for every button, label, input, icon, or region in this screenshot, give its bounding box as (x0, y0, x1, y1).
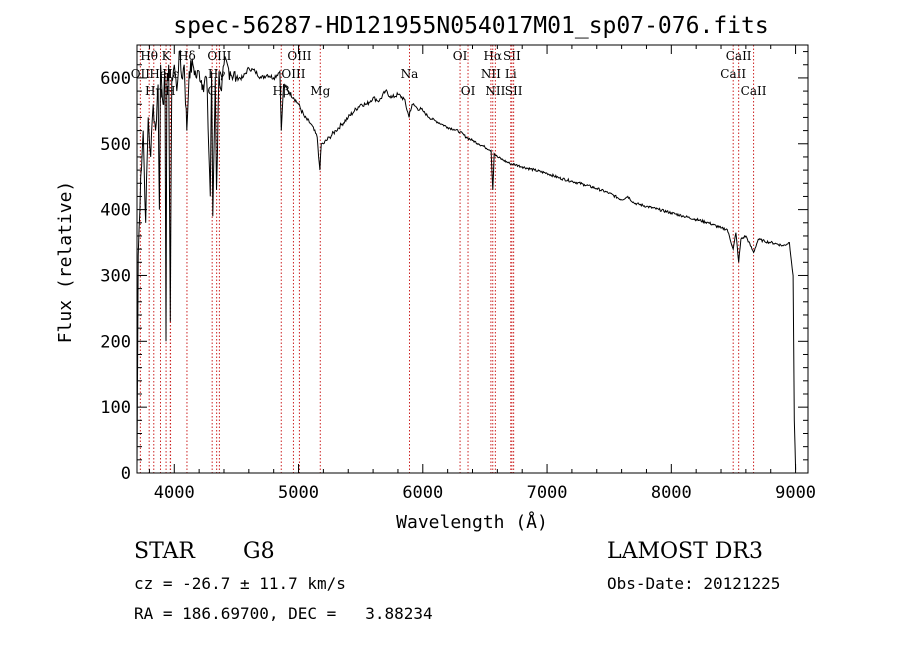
spectral-line-label: Mg (310, 84, 330, 98)
y-axis-label: Flux (relative) (55, 181, 76, 344)
y-tick-label: 600 (100, 69, 131, 89)
spectral-line-markers: HθOIIHηHeIKHHεHδGOIIIHγHβOIIIOIIIMgNaOIO… (131, 45, 767, 473)
spectral-line-label: Hα (483, 49, 502, 63)
redshift-cz: cz = -26.7 ± 11.7 km/s (134, 574, 346, 593)
spectral-line-label: SII (503, 49, 521, 63)
spectral-line-label: CaII (726, 49, 752, 63)
spectral-line-label: OIII (287, 49, 311, 63)
y-tick-label: 400 (100, 201, 131, 221)
plot-frame (136, 44, 809, 474)
spectral-line-label: OIII (207, 49, 231, 63)
spectral-line-label: NII (481, 67, 501, 81)
chart-title: spec-56287-HD121955N054017M01_sp07-076.f… (173, 13, 768, 39)
spectral-line-label: CaII (720, 67, 746, 81)
y-tick-label: 0 (121, 464, 131, 484)
spectral-line-label: K (162, 49, 172, 63)
y-tick-label: 100 (100, 398, 131, 418)
spectral-line-label: NII (485, 84, 505, 98)
spectral-line-label: Hγ (208, 67, 226, 81)
spectral-line-label: OI (461, 84, 476, 98)
x-tick-label: 9000 (775, 483, 816, 503)
spectral-line-label: OII (131, 67, 151, 81)
ra-dec-coordinates: RA = 186.69700, DEC = 3.88234 (134, 604, 433, 623)
survey-name: LAMOST DR3 (607, 539, 763, 564)
y-tick-label: 200 (100, 332, 131, 352)
spectral-line-label: SII (505, 84, 523, 98)
spectral-line-label: Li (505, 67, 517, 81)
x-tick-label: 7000 (527, 483, 568, 503)
object-subclass: G8 (243, 539, 275, 564)
spectral-line-label: Na (401, 67, 419, 81)
y-tick-label: 300 (100, 266, 131, 286)
x-axis-label: Wavelength (Å) (396, 511, 548, 533)
x-tick-label: 5000 (278, 483, 319, 503)
spectral-line-label: Hβ (273, 84, 290, 98)
x-tick-label: 6000 (402, 483, 443, 503)
y-axis-ticks: 0 100 200 300 400 500 600 (100, 51, 808, 484)
x-tick-label: 4000 (154, 483, 195, 503)
y-tick-label: 500 (100, 135, 131, 155)
spectral-line-label: Hδ (178, 49, 196, 63)
spectral-line-label: Hθ (140, 49, 158, 63)
spectrum-series-line (136, 49, 797, 470)
observation-date: Obs-Date: 20121225 (607, 574, 781, 593)
spectral-line-label: CaII (741, 84, 767, 98)
spectral-line-label: OI (453, 49, 468, 63)
object-class: STAR (134, 539, 195, 564)
x-axis-ticks: 4000 5000 6000 7000 8000 9000 (148, 45, 816, 503)
x-tick-label: 8000 (651, 483, 692, 503)
spectral-line-label: OIII (281, 67, 305, 81)
